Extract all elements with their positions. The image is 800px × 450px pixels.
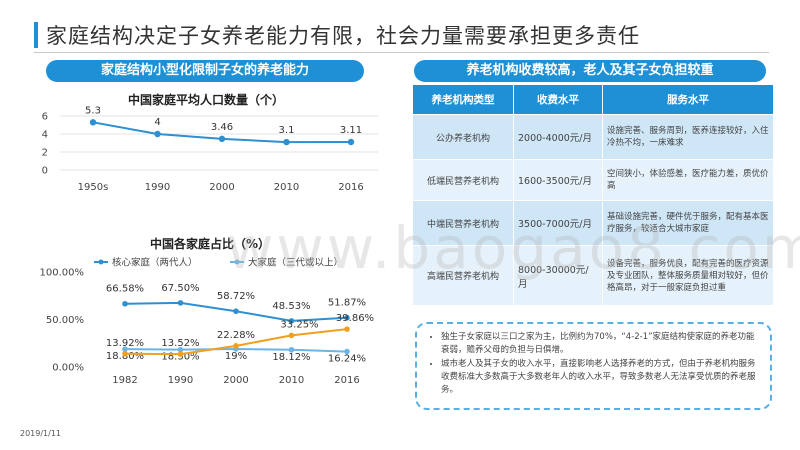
data-point	[347, 138, 355, 146]
data-point	[177, 351, 184, 357]
x-tick-label: 2000	[223, 375, 248, 386]
x-tick-label: 1990	[168, 375, 193, 386]
data-label: 13.92%	[106, 338, 144, 349]
data-label: 39.86%	[336, 313, 374, 324]
data-point	[344, 314, 350, 321]
fee-level: 8000-30000元/月	[513, 245, 603, 306]
service-level: 基础设施完善，硬件优于服务，配有基本医疗服务，较适合大城市家庭	[602, 200, 774, 246]
institution-type: 中端民营养老机构	[412, 200, 514, 246]
fee-level: 2000-4000元/月	[513, 114, 603, 160]
x-tick-label: 2016	[334, 375, 359, 386]
title-accent-bar	[34, 22, 38, 48]
data-point	[122, 300, 128, 307]
service-level: 设备完善，服务优良，配有完善的医疗资源及专业团队，整体服务质量相对较好，但价格高…	[602, 245, 774, 306]
data-label: 3.11	[340, 125, 362, 136]
fee-table-header: 服务水平	[602, 84, 774, 115]
fee-table-header: 养老机构类型	[412, 84, 514, 115]
legend-marker	[98, 259, 104, 265]
x-tick-label: 2010	[274, 182, 299, 193]
data-point	[154, 130, 161, 138]
data-point	[177, 346, 184, 353]
y-tick-label: 50.00%	[46, 315, 84, 326]
institution-type: 低端民营养老机构	[412, 159, 514, 201]
data-label: 13.52%	[161, 338, 199, 349]
data-point	[122, 350, 128, 357]
data-label: 48.53%	[272, 301, 310, 312]
x-tick-label: 2000	[209, 182, 234, 193]
data-label: 4	[154, 117, 160, 128]
data-label: 58.72%	[217, 291, 255, 302]
data-point	[122, 346, 128, 352]
note-item: 独生子女家庭以三口之家为主，比例约为70%，“4-2-1”家庭结构使家庭的养老功…	[441, 331, 760, 357]
data-label: 3.1	[279, 125, 295, 136]
fee-level: 1600-3500元/月	[513, 159, 603, 201]
y-tick-label: 0.00%	[52, 363, 84, 374]
x-tick-label: 2016	[338, 182, 363, 193]
data-label: 5.3	[85, 105, 101, 116]
institution-type: 高端民营养老机构	[412, 245, 514, 306]
data-label: 18.80%	[106, 351, 144, 362]
legend-marker	[234, 259, 240, 265]
data-point	[288, 318, 295, 324]
title-divider	[34, 52, 769, 53]
left-section-banner: 家庭结构小型化限制子女的养老能力	[46, 60, 364, 82]
note-item: 城市老人及其子女的收入水平，直接影响老人选择养老的方式，但由于养老机构服务收费标…	[441, 358, 760, 397]
data-label: 22.28%	[217, 330, 255, 341]
data-point	[218, 135, 226, 143]
data-point	[288, 346, 295, 353]
data-point	[283, 138, 290, 146]
data-label: 18.30%	[161, 352, 199, 363]
chart2-title: 中国各家庭占比（%）	[150, 237, 271, 251]
household-type-share-chart: 100.00% 50.00% 0.00% 核心家庭（两代人） 大家庭（三代或以上） 66.…	[40, 257, 375, 387]
x-tick-label: 2010	[279, 375, 304, 386]
service-level: 空间狭小，体验感差，医疗能力差，质优价高	[602, 159, 774, 201]
x-tick-label: 1990	[145, 182, 170, 193]
table-row: 中端民营养老机构 3500-7000元/月 基础设施完善，硬件优于服务，配有基本…	[412, 200, 774, 246]
table-row: 公办养老机构 2000-4000元/月 设施完善、服务周到，医养连接较好，入住冷…	[412, 114, 774, 160]
data-point	[233, 308, 239, 315]
x-tick-label: 1982	[112, 375, 137, 386]
institution-type: 公办养老机构	[412, 114, 514, 160]
page-title: 家庭结构决定子女养老能力有限，社会力量需要承担更多责任	[46, 24, 640, 48]
x-tick-label: 1950s	[78, 182, 109, 193]
y-tick-label: 6	[42, 112, 48, 123]
fee-table-header: 收费水平	[513, 84, 603, 115]
y-tick-label: 100.00%	[40, 268, 85, 279]
household-size-chart: 6 4 2 0 5.3 1950s 4 1990 3.46 2000 3.1 2010 3.11 2016	[42, 105, 378, 193]
data-point	[89, 119, 97, 126]
table-row: 低端民营养老机构 1600-3500元/月 空间狭小，体验感差，医疗能力差，质优…	[412, 159, 774, 201]
data-label: 16.24%	[328, 354, 366, 365]
watermark: www.baogao8.com	[226, 214, 800, 282]
institution-fee-table: 养老机构类型 收费水平 服务水平 公办养老机构 2000-4000元/月 设施完…	[412, 84, 774, 306]
slide-date: 2019/1/11	[20, 429, 62, 438]
data-point	[233, 343, 239, 349]
right-section-banner: 养老机构收费较高，老人及其子女负担较重	[414, 60, 766, 82]
fee-level: 3500-7000元/月	[513, 200, 603, 246]
legend-label: 大家庭（三代或以上）	[248, 257, 343, 269]
service-level: 设施完善、服务周到，医养连接较好，入住冷热不均，一床难求	[602, 114, 774, 160]
data-label: 51.87%	[328, 298, 366, 309]
data-label: 67.50%	[161, 283, 199, 294]
chart1-title: 中国家庭平均人口数量（个）	[128, 93, 285, 107]
y-tick-label: 2	[42, 148, 48, 159]
data-point	[288, 332, 295, 339]
data-label: 19%	[225, 351, 247, 362]
data-point	[177, 300, 184, 306]
notes-box: 独生子女家庭以三口之家为主，比例约为70%，“4-2-1”家庭结构使家庭的养老功…	[415, 322, 772, 410]
data-point	[344, 348, 350, 355]
legend-label: 核心家庭（两代人）	[112, 257, 198, 269]
data-label: 33.25%	[280, 319, 318, 330]
y-tick-label: 4	[42, 130, 48, 141]
data-label: 18.12%	[272, 352, 310, 363]
data-label: 3.46	[211, 122, 233, 133]
data-label: 66.58%	[106, 284, 144, 295]
y-tick-label: 0	[42, 166, 48, 177]
table-row: 高端民营养老机构 8000-30000元/月 设备完善，服务优良，配有完善的医疗…	[412, 245, 774, 306]
data-point	[344, 326, 350, 332]
